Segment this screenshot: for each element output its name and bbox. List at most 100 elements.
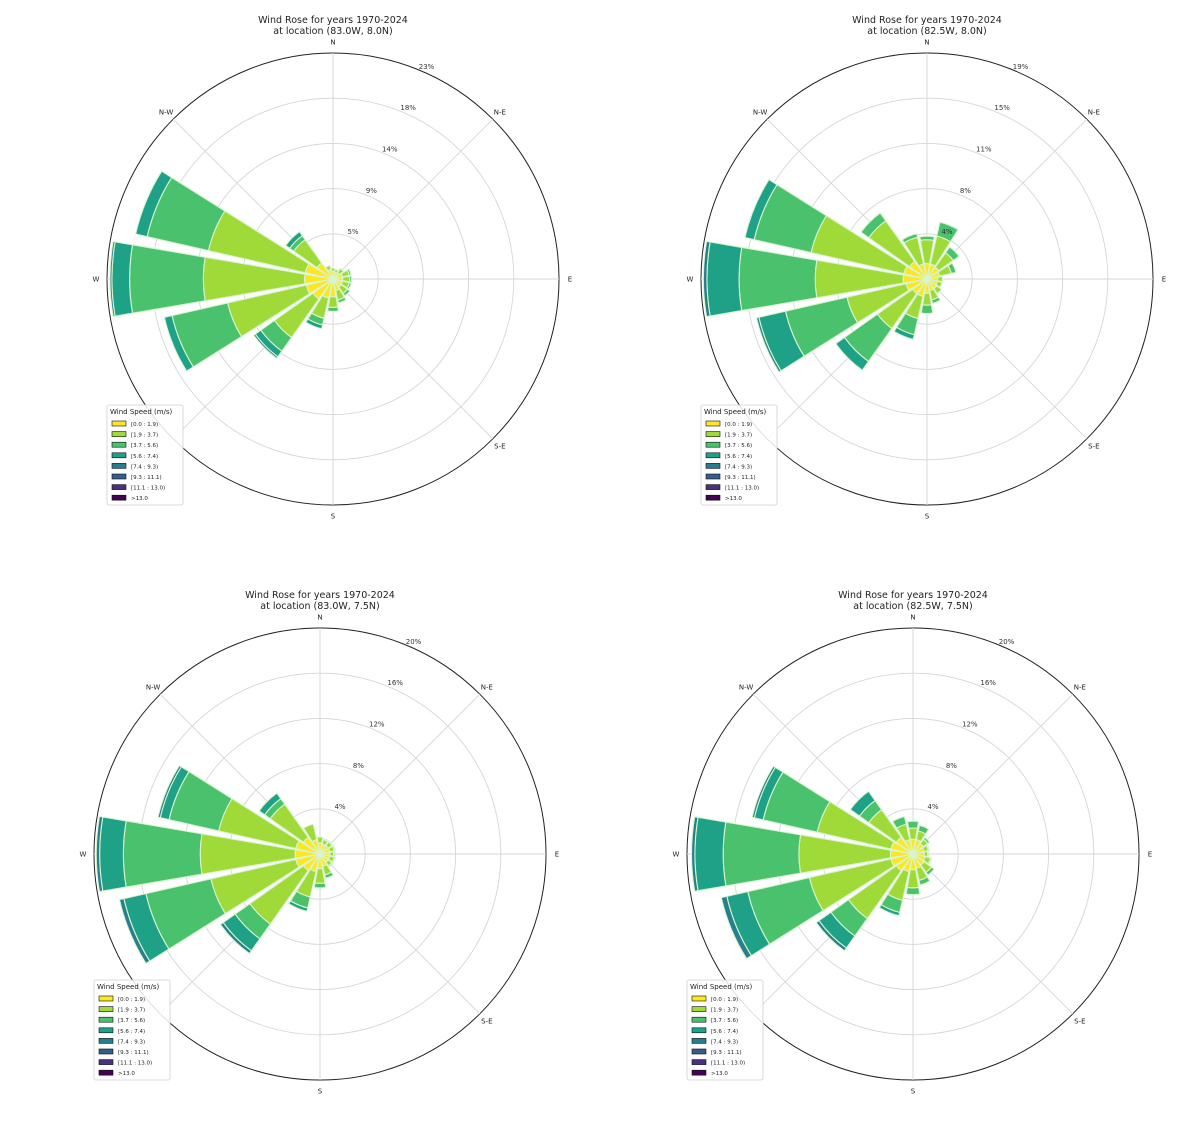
bar-nnw-bin-2 xyxy=(324,264,332,272)
compass-label: W xyxy=(673,851,680,859)
legend-swatch xyxy=(111,484,127,490)
compass-label: N xyxy=(330,39,335,47)
legend-swatch xyxy=(98,1069,114,1076)
bar-wsw-bin-5 xyxy=(720,895,753,960)
bar-w-bin-5 xyxy=(109,240,116,318)
bar-sse-bin-3 xyxy=(324,871,334,879)
legend: Wind Speed (m/s) [0.0 : 1.9) [1.9 : 3.7) [3… xyxy=(700,404,778,506)
legend-swatch xyxy=(98,1059,114,1065)
bar-w-bin-3 xyxy=(122,820,203,888)
bar-wnw-bin-4 xyxy=(744,178,778,241)
legend-swatch xyxy=(98,1016,114,1023)
compass-label: N-E xyxy=(494,109,506,117)
bar-nnw-bin-3 xyxy=(901,233,919,244)
grid-spoke xyxy=(912,693,1074,855)
legend-swatch xyxy=(691,1027,707,1034)
compass-label: S-E xyxy=(494,442,505,450)
legend-entry: >13.0 xyxy=(725,496,742,502)
bar-sw-bin-5 xyxy=(815,919,848,952)
legend-title: Wind Speed (m/s) xyxy=(110,408,173,416)
radial-tick-label: 18% xyxy=(400,104,416,112)
legend-swatch xyxy=(705,463,721,469)
bar-sw-bin-5 xyxy=(252,333,279,360)
bar-nnw-bin-3 xyxy=(891,815,907,829)
legend-swatch xyxy=(98,1038,114,1044)
legend-entry: [1.9 : 3.7) xyxy=(131,433,158,439)
compass-label: S xyxy=(331,513,336,521)
compass-label: W xyxy=(80,851,87,859)
legend-swatch xyxy=(691,1048,707,1055)
bar-nne-bin-3 xyxy=(936,221,959,243)
radial-tick-label: 4% xyxy=(941,228,952,236)
radial-tick-label: 15% xyxy=(994,104,1010,112)
bar-e-bin-3 xyxy=(348,275,353,283)
bar-e-bin-2 xyxy=(936,275,944,283)
bar-se-bin-3 xyxy=(342,288,351,297)
bar-se-bin-3 xyxy=(925,866,935,876)
bar-w-bin-4 xyxy=(111,241,134,317)
legend-swatch xyxy=(705,431,721,437)
bar-nw-bin-4 xyxy=(258,792,282,816)
legend-swatch xyxy=(98,1006,114,1012)
bar-wnw-bin-5 xyxy=(751,765,777,819)
legend-swatch xyxy=(691,1069,707,1076)
bar-se-bin-2 xyxy=(933,285,943,295)
compass-label: E xyxy=(1162,276,1166,284)
bar-ssw-bin-4 xyxy=(287,900,309,912)
bar-ssw-bin-4 xyxy=(305,318,324,330)
bar-sse-bin-3 xyxy=(918,876,931,886)
legend-entry: [0.0 : 1.9) xyxy=(131,422,158,428)
radial-tick-label: 16% xyxy=(387,679,403,687)
radial-tick-label: 20% xyxy=(999,638,1015,646)
bar-nw-bin-4 xyxy=(284,230,304,250)
legend-box xyxy=(700,404,778,506)
legend-entry: [1.9 : 3.7) xyxy=(711,1008,738,1014)
compass-label: S-E xyxy=(1088,442,1099,450)
legend-entry: [11.1 : 13.0) xyxy=(711,1061,745,1067)
legend-entry: [5.6 : 7.4) xyxy=(725,454,752,460)
legend-title: Wind Speed (m/s) xyxy=(704,408,767,416)
grid-spoke xyxy=(332,278,494,440)
legend-entry: >13.0 xyxy=(711,1071,728,1077)
legend: Wind Speed (m/s) [0.0 : 1.9) [1.9 : 3.7) [3… xyxy=(93,979,171,1081)
bar-ese-bin-3 xyxy=(927,857,933,865)
grid-spoke xyxy=(319,693,481,855)
bar-wnw-bin-4 xyxy=(134,170,173,238)
grid-spoke xyxy=(912,853,1074,1015)
compass-label: S-E xyxy=(481,1017,492,1025)
compass-label: N-W xyxy=(753,109,767,117)
chart-title-line: Wind Rose for years 1970-2024 xyxy=(258,15,408,26)
bar-n-bin-2 xyxy=(316,836,324,844)
compass-label: N xyxy=(910,614,915,622)
bar-ene-bin-3 xyxy=(331,844,337,852)
radial-tick-label: 20% xyxy=(406,638,422,646)
compass-label: S-E xyxy=(1074,1017,1085,1025)
bar-n-bin-2 xyxy=(907,827,919,841)
bar-w-bin-5 xyxy=(95,815,104,893)
bar-w-bin-4 xyxy=(706,241,743,317)
radial-tick-label: 8% xyxy=(353,762,364,770)
bar-sw-bin-4 xyxy=(835,336,870,371)
bar-s-bin-3 xyxy=(313,882,327,889)
bar-ssw-bin-4 xyxy=(878,903,901,917)
bar-e-bin-3 xyxy=(926,850,930,858)
bar-ene-bin-3 xyxy=(925,844,931,852)
radial-tick-label: 9% xyxy=(366,187,377,195)
legend-box xyxy=(93,979,171,1081)
bar-nw-bin-4 xyxy=(849,790,876,817)
compass-label: S xyxy=(925,513,930,521)
bar-ne-bin-3 xyxy=(327,840,334,847)
legend-swatch xyxy=(98,1027,114,1034)
legend-entry: [7.4 : 9.3) xyxy=(725,464,752,470)
legend-box xyxy=(686,979,764,1081)
legend-entry: [3.7 : 5.6) xyxy=(725,443,752,449)
bar-s-bin-3 xyxy=(326,306,340,312)
legend-swatch xyxy=(705,441,721,448)
grid-spoke xyxy=(926,278,1088,440)
legend: Wind Speed (m/s) [0.0 : 1.9) [1.9 : 3.7) [3… xyxy=(686,979,764,1081)
compass-label: N-E xyxy=(481,684,493,692)
bar-s-bin-3 xyxy=(920,304,934,315)
legend-entry: [9.3 : 11.1) xyxy=(711,1050,742,1056)
